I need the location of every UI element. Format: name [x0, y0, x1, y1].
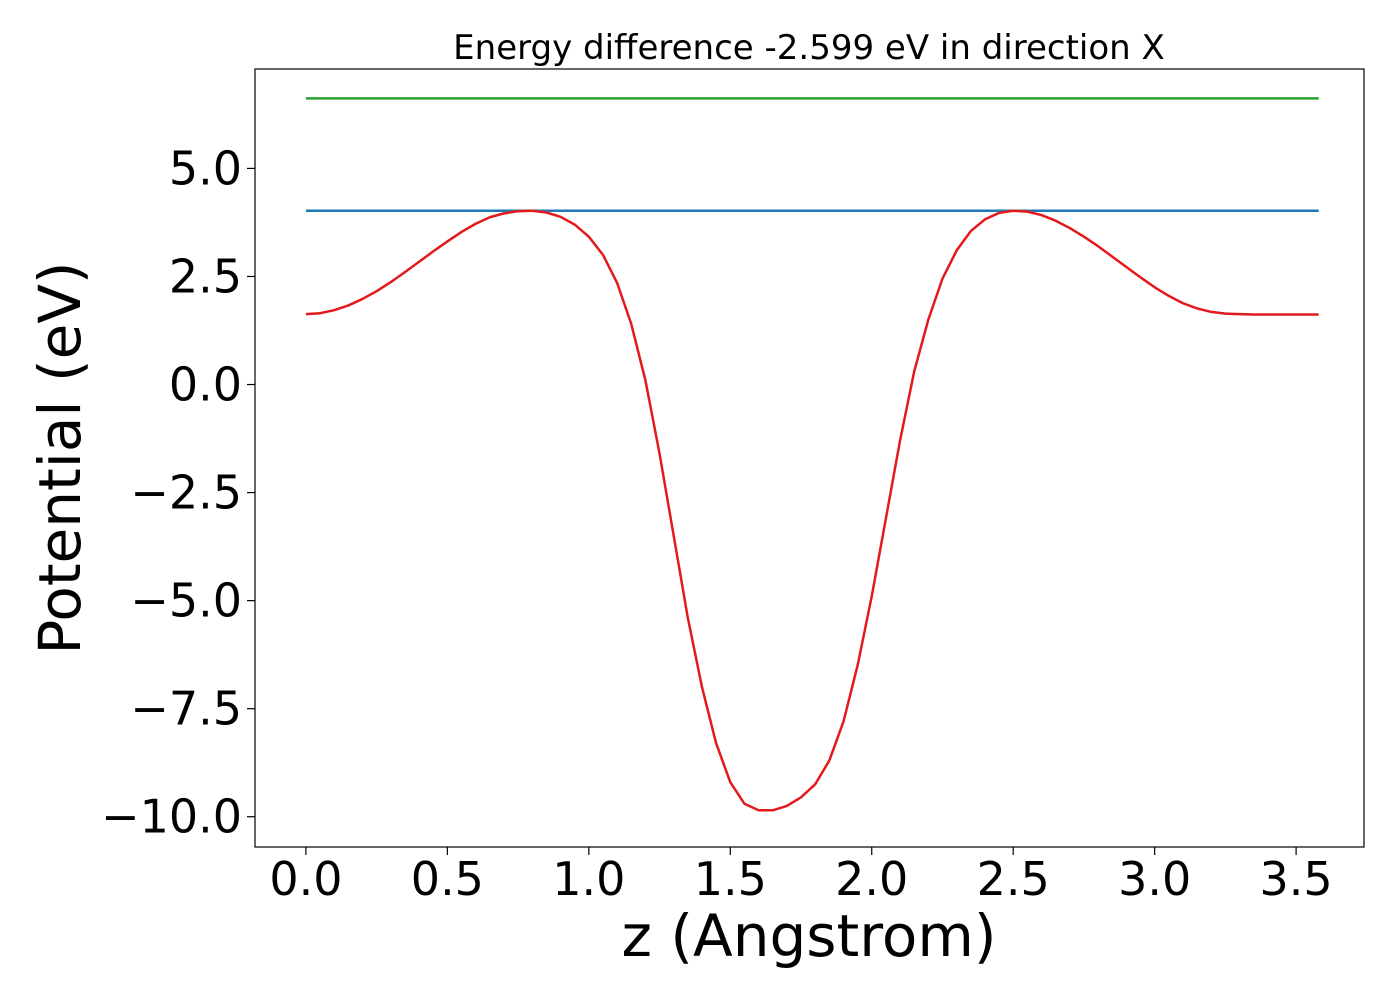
x-tick-label-5: 2.5 [977, 852, 1050, 906]
y-tick-label-1: −7.5 [130, 682, 242, 736]
x-tick-label-3: 1.5 [694, 852, 767, 906]
x-tick-label-2: 1.0 [552, 852, 625, 906]
x-tick-label-6: 3.0 [1118, 852, 1191, 906]
y-axis-label: Potential (eV) [26, 261, 94, 654]
y-tick-label-3: −2.5 [130, 466, 242, 520]
x-axis-label: z (Angstrom) [622, 902, 997, 970]
x-tick-label-1: 0.5 [411, 852, 484, 906]
series-line-2 [305, 209, 1319, 812]
y-tick-label-2: −5.0 [130, 574, 242, 628]
y-tick-label-4: 0.0 [169, 358, 242, 412]
x-tick-label-4: 2.0 [835, 852, 908, 906]
y-tick-label-6: 5.0 [169, 141, 242, 195]
y-tick-label-5: 2.5 [169, 249, 242, 303]
x-tick-label-0: 0.0 [269, 852, 342, 906]
chart-title: Energy difference -2.599 eV in direction… [453, 28, 1165, 68]
x-tick-label-7: 3.5 [1260, 852, 1333, 906]
plot-frame [254, 68, 1365, 848]
y-tick-label-0: −10.0 [101, 790, 242, 844]
